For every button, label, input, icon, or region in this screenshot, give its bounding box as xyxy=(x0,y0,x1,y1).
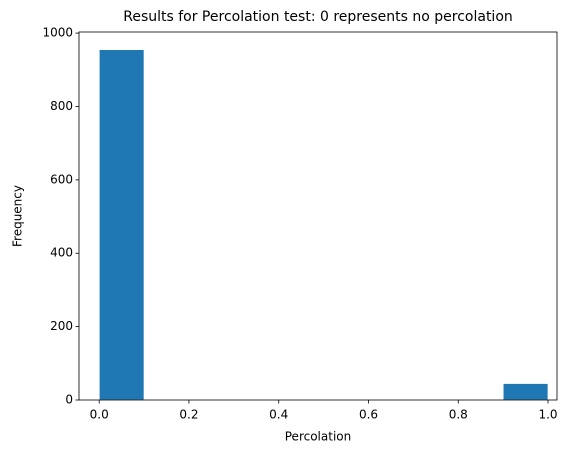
chart-title: Results for Percolation test: 0 represen… xyxy=(123,9,513,25)
x-tick-label: 0.2 xyxy=(179,408,198,422)
x-tick-label: 0.6 xyxy=(359,408,378,422)
bar xyxy=(502,383,549,401)
y-tick-label: 200 xyxy=(50,319,73,333)
axes-frame xyxy=(78,31,558,401)
x-tick-label: 1.0 xyxy=(538,408,557,422)
y-tick-label: 600 xyxy=(50,172,73,186)
bar xyxy=(98,49,145,401)
x-tick-label: 0.4 xyxy=(269,408,288,422)
x-tick-label: 0.8 xyxy=(449,408,468,422)
x-axis-label: Percolation xyxy=(285,430,351,444)
y-axis-label: Frequency xyxy=(11,185,25,247)
y-tick-label: 1000 xyxy=(42,26,73,40)
x-tick-label: 0.0 xyxy=(90,408,109,422)
y-tick-label: 800 xyxy=(50,99,73,113)
y-tick-label: 400 xyxy=(50,246,73,260)
y-tick-label: 0 xyxy=(65,393,73,407)
